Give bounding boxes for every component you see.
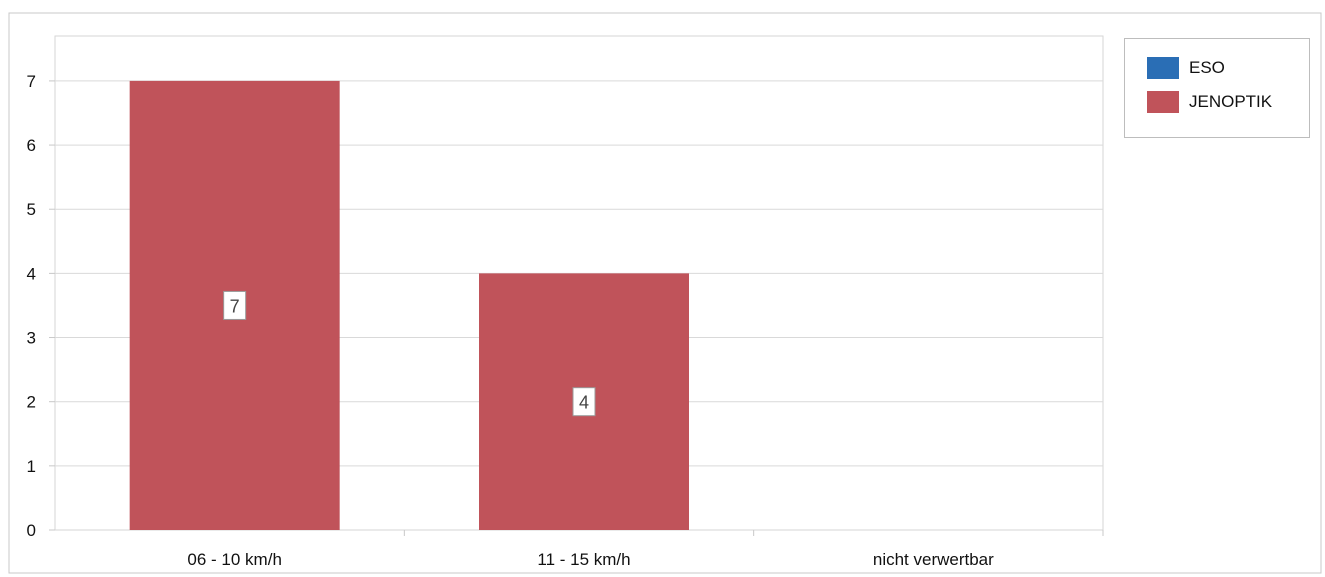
legend: ESO JENOPTIK — [1124, 38, 1310, 138]
legend-swatch-eso — [1147, 57, 1179, 79]
data-label: 4 — [579, 393, 589, 413]
y-tick-label: 2 — [27, 393, 36, 412]
y-tick-label: 3 — [27, 329, 36, 348]
chart-border — [8, 12, 1322, 574]
y-tick-label: 4 — [27, 264, 36, 283]
data-label-box — [572, 387, 596, 417]
x-axis-ticks: 06 - 10 km/h 11 - 15 km/h nicht verwertbar — [187, 530, 1104, 569]
x-tick-label: nicht verwertbar — [873, 550, 994, 569]
legend-swatch-jenoptik — [1147, 91, 1179, 113]
y-tick-label: 6 — [27, 136, 36, 155]
y-tick-label: 7 — [27, 72, 36, 91]
bars: 74 — [129, 80, 689, 530]
legend-label-eso: ESO — [1189, 58, 1225, 77]
x-tick-label: 11 - 15 km/h — [537, 550, 630, 569]
data-label-box — [223, 290, 247, 320]
legend-item-eso: ESO — [1147, 57, 1225, 79]
data-label: 7 — [230, 296, 240, 316]
legend-item-jenoptik: JENOPTIK — [1147, 91, 1272, 113]
legend-label-jenoptik: JENOPTIK — [1189, 92, 1273, 111]
y-tick-label: 0 — [27, 521, 36, 540]
y-axis-ticks: 0 1 2 3 4 5 6 7 — [27, 72, 36, 540]
y-tick-label: 5 — [27, 200, 36, 219]
x-tick-label: 06 - 10 km/h — [187, 550, 282, 569]
y-tick-label: 1 — [27, 457, 36, 476]
